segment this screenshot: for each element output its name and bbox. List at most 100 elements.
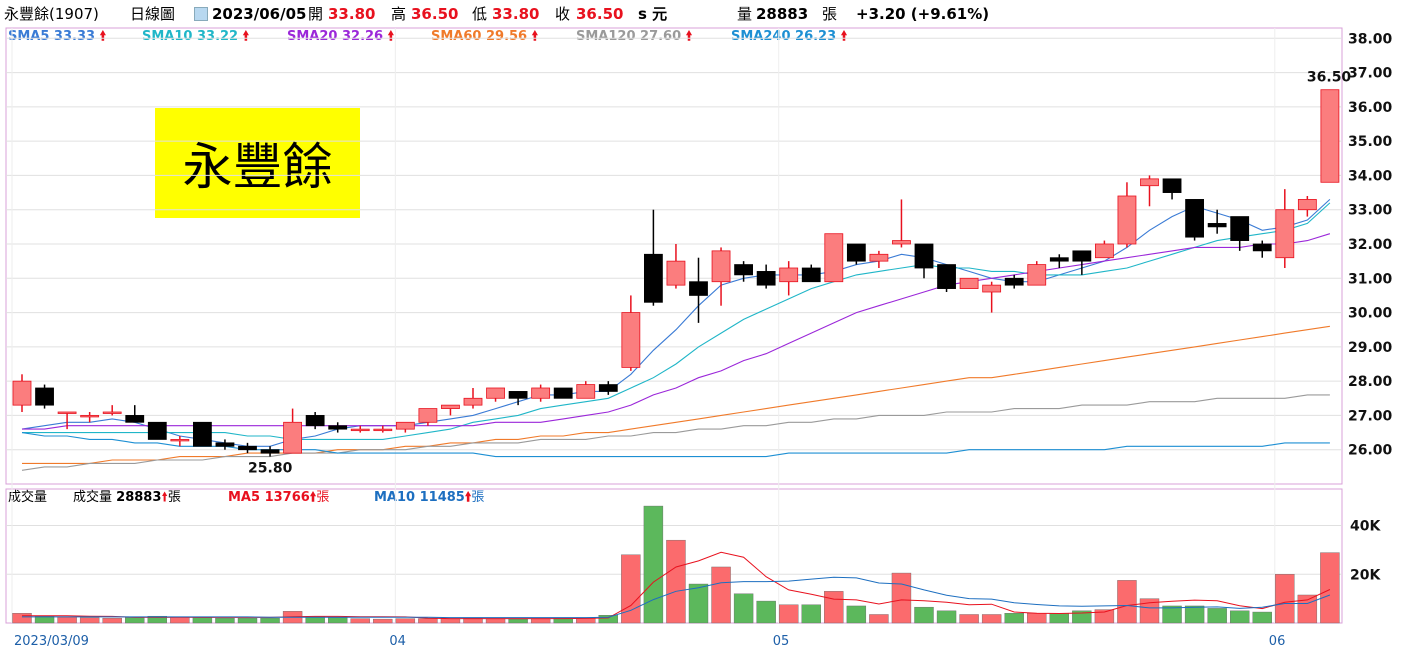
volume-bar: [801, 604, 821, 624]
sma120-line: [21, 394, 1330, 471]
vol-ma10-unit: 張: [471, 490, 485, 505]
volume-bar: [1320, 552, 1340, 624]
volume-legend-value: 28883: [116, 490, 162, 505]
max-price-label: 36.50: [1307, 70, 1352, 86]
candle-body: [215, 442, 235, 447]
candle: [1049, 254, 1069, 268]
candle-body: [666, 260, 686, 286]
candle: [1117, 182, 1137, 248]
candle-body: [644, 253, 663, 303]
up-arrow-icon: 🠙: [309, 490, 317, 505]
candle: [1027, 261, 1047, 286]
candle: [418, 408, 438, 426]
volume-bar: [824, 591, 844, 624]
candle-body: [80, 415, 100, 418]
volume-value: 28883: [756, 5, 809, 23]
volume-bar: [869, 614, 889, 624]
low-value: 33.80: [492, 5, 540, 23]
volume-bar: [1139, 598, 1160, 624]
volume-bar: [1049, 613, 1070, 624]
candle: [531, 384, 551, 402]
date-tick-label: 04: [389, 634, 406, 649]
volume-bar: [666, 539, 686, 624]
volume-tick-label: 40K: [1350, 519, 1381, 535]
candle-body: [598, 384, 618, 392]
candle-body: [305, 415, 325, 427]
candle: [395, 421, 415, 433]
candle: [801, 264, 821, 283]
volume-label: 量: [737, 5, 753, 23]
volume-bar: [79, 617, 100, 624]
candle: [711, 247, 731, 306]
candle: [1230, 216, 1250, 251]
close-unit: s 元: [638, 5, 668, 23]
stock-name[interactable]: 永豐餘(1907): [4, 5, 99, 23]
candle-body: [147, 421, 167, 440]
candle: [12, 374, 32, 412]
candle-body: [486, 387, 505, 399]
volume-bar: [914, 606, 934, 624]
candle: [824, 233, 844, 283]
volume-bar: [1162, 605, 1182, 624]
stock-name-watermark: 永豐餘: [155, 108, 360, 218]
calendar-icon[interactable]: [194, 7, 208, 21]
candle: [982, 281, 1002, 313]
candle-body: [1275, 209, 1295, 259]
candle-body: [1072, 250, 1092, 262]
volume-bar: [981, 614, 1002, 624]
price-tick-label: 37.00: [1348, 66, 1393, 82]
candle-body: [982, 284, 1002, 293]
candle-body: [463, 397, 483, 406]
candle: [215, 439, 235, 450]
volume-bar: [57, 616, 77, 624]
volume-legend-unit: 張: [167, 490, 181, 505]
candle-body: [937, 264, 956, 289]
change-value: +3.20 (+9.61%): [856, 5, 990, 23]
candle: [756, 264, 776, 289]
open-label: 開: [308, 5, 324, 23]
period-label[interactable]: 日線圖: [130, 5, 176, 23]
close-label: 收: [555, 5, 571, 23]
volume-legend: 成交量 28883🠙張: [73, 488, 181, 508]
candle-body: [238, 445, 257, 451]
candle: [1185, 199, 1204, 241]
price-tick-label: 36.00: [1348, 100, 1393, 116]
candle-body: [846, 243, 866, 262]
candle-body: [395, 421, 415, 430]
volume-unit: 張: [822, 5, 838, 23]
price-tick-label: 28.00: [1348, 374, 1393, 390]
sma60-value: SMA60 29.56: [431, 29, 528, 44]
candle-body: [1252, 243, 1272, 252]
candle: [666, 244, 686, 289]
sma20-line: [22, 233, 1331, 430]
candle: [734, 261, 753, 282]
sma20-legend: SMA20 32.26 🠙: [287, 27, 394, 47]
sma20-value: SMA20 32.26: [287, 29, 384, 44]
sma10-line: [22, 202, 1331, 440]
candle: [486, 387, 505, 402]
price-panel-frame: [5, 27, 1343, 485]
up-arrow-icon: 🠙: [531, 29, 539, 44]
candle-body: [125, 415, 145, 423]
sma60-line: [22, 325, 1330, 464]
candle: [283, 408, 303, 454]
candle-body: [57, 411, 77, 414]
candle-body: [260, 449, 280, 454]
candle: [1004, 274, 1024, 289]
vol-ma5-unit: 張: [316, 490, 330, 505]
high-value: 36.50: [411, 5, 459, 23]
min-price-label: 25.80: [248, 461, 293, 477]
volume-bar: [125, 617, 145, 624]
quote-header: 永豐餘(1907) 日線圖 2023/06/05 開 33.80 高 36.50…: [0, 0, 1402, 28]
candle-body: [328, 425, 348, 430]
candle: [35, 384, 54, 409]
candle: [779, 261, 799, 296]
candle-body: [711, 250, 731, 283]
candle: [959, 277, 979, 289]
candle: [102, 405, 122, 416]
price-tick-label: 33.00: [1348, 203, 1393, 219]
close-value: 36.50: [576, 5, 624, 23]
candle-body: [35, 387, 54, 406]
